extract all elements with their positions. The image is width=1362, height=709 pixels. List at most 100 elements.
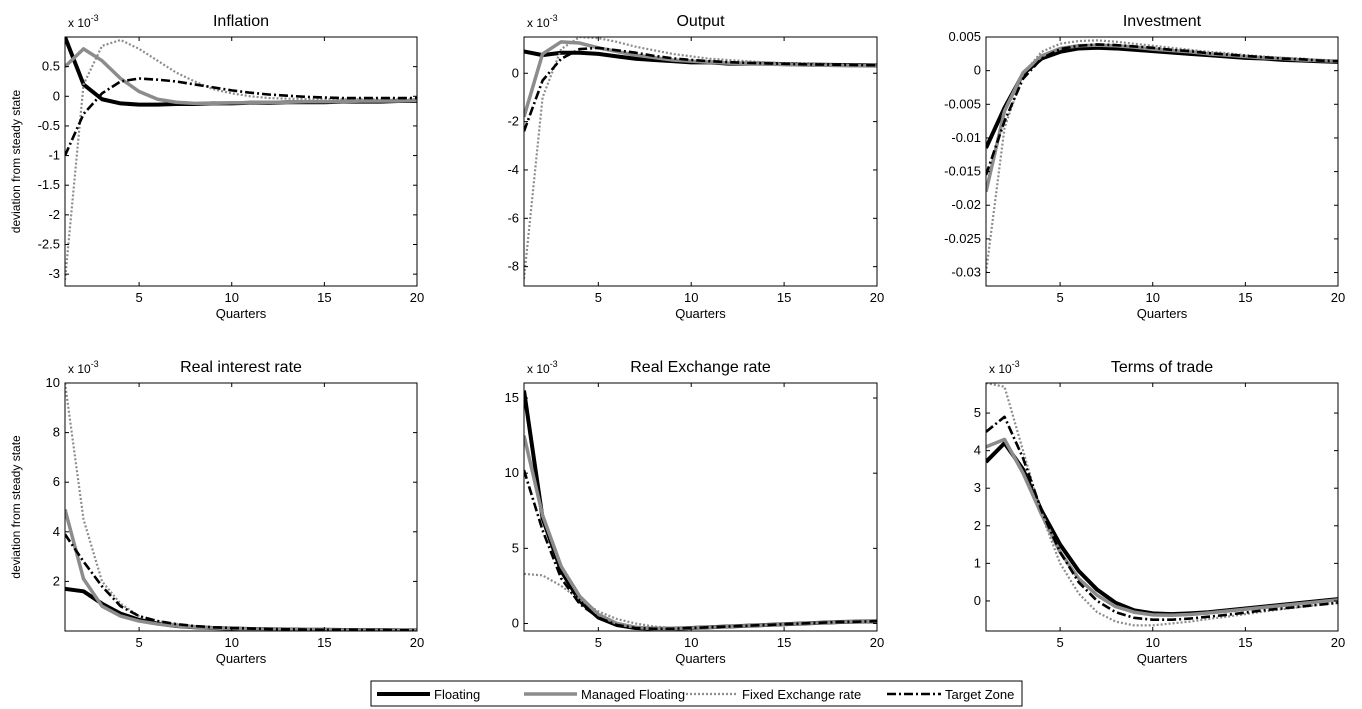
y-tick-label: 0.5 <box>42 59 60 74</box>
series-line-fixed-exchange-rate <box>986 383 1338 627</box>
y-tick-label: -3 <box>48 266 60 281</box>
x-tick-label: 10 <box>225 635 239 650</box>
x-axis-label: Quarters <box>216 306 267 321</box>
y-tick-label: 0 <box>512 615 519 630</box>
axis-multiplier-exponent: -3 <box>1012 359 1020 369</box>
chart-title: Investment <box>1123 13 1202 30</box>
series-line-fixed-exchange-rate <box>65 383 417 631</box>
x-tick-label: 10 <box>225 290 239 305</box>
axis-multiplier-exponent: -3 <box>91 13 99 23</box>
legend-box <box>370 680 1023 707</box>
axis-multiplier-base: x 10 <box>989 362 1012 376</box>
series-line-target-zone <box>986 415 1338 622</box>
series-group <box>986 39 1338 273</box>
y-tick-label: -2 <box>507 114 519 129</box>
y-tick-label: -0.01 <box>951 130 981 145</box>
series-line-fixed-exchange-rate <box>986 39 1338 273</box>
axis-multiplier-exponent: -3 <box>91 359 99 369</box>
y-tick-label: -0.02 <box>951 197 981 212</box>
axis-multiplier: x 10-3 <box>68 359 99 376</box>
series-line-target-zone <box>65 77 417 157</box>
axis-multiplier: x 10-3 <box>527 359 558 376</box>
y-tick-label: 15 <box>505 390 519 405</box>
y-tick-label: -1.5 <box>38 177 60 192</box>
chart-title: Inflation <box>213 13 269 30</box>
x-tick-label: 15 <box>1238 290 1252 305</box>
y-tick-label: -0.015 <box>944 164 981 179</box>
y-tick-label: 3 <box>974 480 981 495</box>
y-tick-label: 4 <box>53 524 60 539</box>
legend: Floating Managed Floating Fixed Exchange r… <box>370 680 1023 707</box>
legend-label: Target Zone <box>945 687 1014 702</box>
y-tick-label: -4 <box>507 162 519 177</box>
y-tick-label: 10 <box>46 375 60 390</box>
y-tick-label: 5 <box>974 405 981 420</box>
plot-frame <box>523 36 878 287</box>
chart-title: Real Exchange rate <box>630 359 771 376</box>
y-tick-label: -0.03 <box>951 265 981 280</box>
y-tick-label: 0 <box>53 88 60 103</box>
x-tick-label: 10 <box>684 635 698 650</box>
chart-panel-1: Inflation 5 10 15 20 0.5 0 -0.5 -1 -1.5 -2 -2.5 -3 Qu… <box>9 13 424 321</box>
series-group <box>524 37 877 279</box>
chart-panel-2: Output 5 10 15 20 0 -2 -4 -6 -8 Quarters x 10-3 <box>507 13 884 321</box>
axis-multiplier-exponent: -3 <box>550 359 558 369</box>
x-tick-label: 5 <box>135 635 142 650</box>
y-tick-label: 2 <box>974 518 981 533</box>
y-tick-label: 0.005 <box>948 29 981 44</box>
y-tick-label: 1 <box>974 555 981 570</box>
y-tick-label: 6 <box>53 474 60 489</box>
x-tick-label: 5 <box>135 290 142 305</box>
x-axis-label: Quarters <box>675 306 726 321</box>
series-group <box>65 37 417 281</box>
series-group <box>986 383 1338 627</box>
y-tick-label: 10 <box>505 465 519 480</box>
chart-title: Output <box>676 13 725 30</box>
x-axis-label: Quarters <box>1137 306 1188 321</box>
x-tick-label: 20 <box>410 290 424 305</box>
x-tick-label: 15 <box>317 290 331 305</box>
y-tick-label: -2.5 <box>38 237 60 252</box>
plot-frame <box>64 36 418 287</box>
y-tick-label: 8 <box>53 425 60 440</box>
y-tick-label: -2 <box>48 207 60 222</box>
y-tick-label: 5 <box>512 540 519 555</box>
legend-label: Managed Floating <box>581 687 685 702</box>
series-line-target-zone <box>524 46 877 132</box>
x-tick-label: 10 <box>1146 635 1160 650</box>
y-tick-label: -8 <box>507 259 519 274</box>
x-axis-label: Quarters <box>675 651 726 666</box>
x-tick-label: 5 <box>1056 290 1063 305</box>
y-axis-label: deviation from steady state <box>9 89 23 233</box>
y-tick-label: -6 <box>507 210 519 225</box>
x-axis-label: Quarters <box>1137 651 1188 666</box>
y-tick-label: 0 <box>974 593 981 608</box>
x-tick-label: 15 <box>1238 635 1252 650</box>
series-line-floating <box>986 441 1338 617</box>
series-line-fixed-exchange-rate <box>524 37 877 279</box>
y-tick-label: 2 <box>53 573 60 588</box>
y-tick-label: -0.005 <box>944 96 981 111</box>
plot-frame <box>523 382 878 632</box>
chart-title: Real interest rate <box>180 359 302 376</box>
chart-panel-5: Real Exchange rate 5 10 15 20 15 10 5 0 Quarters x… <box>505 359 885 666</box>
legend-label: Floating <box>434 687 480 702</box>
x-axis-label: Quarters <box>216 651 267 666</box>
y-tick-label: 0 <box>512 65 519 80</box>
y-tick-label: 0 <box>974 63 981 78</box>
y-tick-label: 4 <box>974 443 981 458</box>
x-tick-label: 20 <box>870 635 884 650</box>
x-tick-label: 20 <box>410 635 424 650</box>
y-tick-label: -0.5 <box>38 118 60 133</box>
x-tick-label: 20 <box>1331 290 1345 305</box>
series-line-target-zone <box>524 469 877 631</box>
axis-multiplier-base: x 10 <box>527 16 550 30</box>
y-axis-label: deviation from steady state <box>9 435 23 579</box>
series-line-target-zone <box>986 43 1338 176</box>
x-tick-label: 15 <box>777 635 791 650</box>
x-tick-label: 5 <box>595 635 602 650</box>
axis-multiplier-base: x 10 <box>527 362 550 376</box>
chart-panel-4: Real interest rate 5 10 15 20 10 8 6 4 2 Quarters d… <box>9 359 424 666</box>
